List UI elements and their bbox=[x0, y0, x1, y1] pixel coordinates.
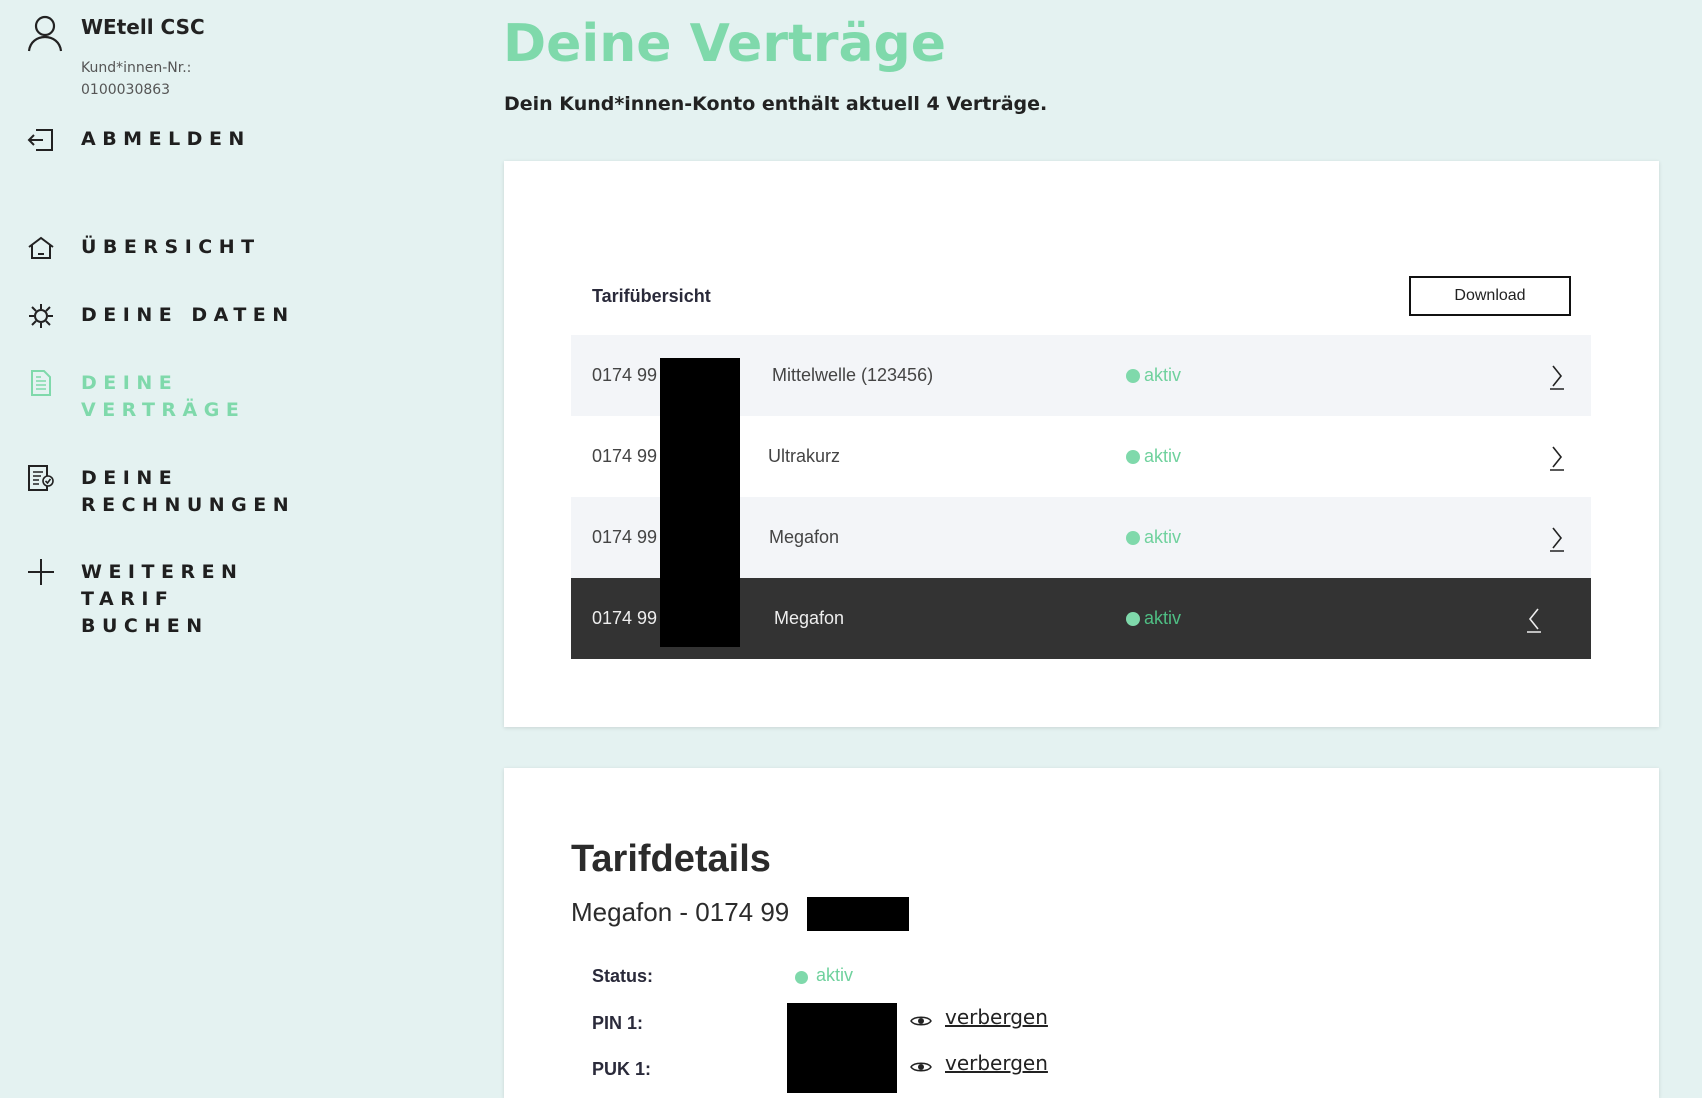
puk-hide-link[interactable]: verbergen bbox=[945, 1051, 1048, 1075]
phone-number: 0174 99 bbox=[592, 608, 658, 628]
eye-icon[interactable] bbox=[910, 1014, 932, 1028]
status-value: aktiv bbox=[816, 965, 854, 985]
chevron-right-icon[interactable] bbox=[1547, 523, 1567, 553]
customer-number: Kund*innen-Nr.: 0100030863 bbox=[81, 57, 191, 101]
status-dot-icon bbox=[1126, 369, 1140, 383]
page-subtitle: Dein Kund*innen-Konto enthält aktuell 4 … bbox=[504, 93, 1048, 115]
label-line: WEITEREN bbox=[81, 561, 244, 583]
tariff-name: Mittelwelle (123456) bbox=[772, 365, 934, 385]
puk-label: PUK 1: bbox=[592, 1059, 652, 1079]
table-row[interactable]: 0174 99 Mittelwelle (123456) aktiv bbox=[571, 335, 1591, 416]
chevron-left-icon[interactable] bbox=[1524, 604, 1544, 634]
phone-number: 0174 99 bbox=[592, 446, 658, 466]
document-icon bbox=[31, 370, 51, 396]
eye-icon[interactable] bbox=[910, 1060, 932, 1074]
status-dot-icon bbox=[1126, 612, 1140, 626]
tariff-details-card: Tarifdetails Megafon - 0174 99 Status: a… bbox=[504, 768, 1659, 1098]
overview-title: Tarifübersicht bbox=[592, 286, 711, 306]
status-badge: aktiv bbox=[1144, 608, 1182, 628]
sidebar-item-label: ÜBERSICHT bbox=[81, 236, 261, 258]
label-line: TARIF bbox=[81, 588, 175, 610]
sidebar-item-label: WEITEREN TARIF BUCHEN bbox=[81, 559, 243, 640]
tariff-name: Megafon bbox=[769, 527, 840, 547]
label-line: VERTRÄGE bbox=[81, 399, 246, 421]
download-button[interactable]: Download bbox=[1409, 276, 1571, 316]
user-name: WEtell CSC bbox=[81, 15, 205, 39]
chevron-right-icon[interactable] bbox=[1547, 442, 1567, 472]
tariff-overview-card: Tarifübersicht Download 0174 99 Mittelwe… bbox=[504, 161, 1659, 727]
home-icon bbox=[28, 236, 54, 259]
page-title: Deine Verträge bbox=[503, 14, 947, 74]
status-label: Status: bbox=[592, 966, 654, 986]
status-dot-icon bbox=[795, 971, 808, 984]
status-badge: aktiv bbox=[1144, 365, 1182, 385]
sidebar-item-label: DEINE RECHNUNGEN bbox=[81, 465, 295, 519]
chevron-right-icon[interactable] bbox=[1547, 361, 1567, 391]
label-line: DEINE bbox=[81, 467, 179, 489]
redaction-block bbox=[787, 1003, 897, 1093]
customer-number-value: 0100030863 bbox=[81, 82, 171, 98]
customer-number-label: Kund*innen-Nr.: bbox=[81, 60, 192, 76]
tariff-name: Ultrakurz bbox=[768, 446, 841, 466]
gear-icon bbox=[29, 304, 53, 328]
details-subtitle: Megafon - 0174 99 bbox=[571, 897, 790, 927]
pin-label: PIN 1: bbox=[592, 1013, 644, 1033]
table-row[interactable]: 0174 99 Megafon aktiv bbox=[571, 497, 1591, 578]
logout-label: ABMELDEN bbox=[81, 128, 251, 150]
table-row[interactable]: 0174 99 Ultrakurz aktiv bbox=[571, 416, 1591, 497]
table-row-selected[interactable]: 0174 99 Megafon aktiv bbox=[571, 578, 1591, 659]
details-title: Tarifdetails bbox=[571, 838, 771, 880]
redaction-block bbox=[660, 358, 740, 647]
status-dot-icon bbox=[1126, 531, 1140, 545]
label-line: BUCHEN bbox=[81, 615, 209, 637]
invoice-check-icon bbox=[28, 465, 54, 491]
redaction-block bbox=[807, 897, 909, 931]
tariff-name: Megafon bbox=[774, 608, 845, 628]
plus-icon bbox=[28, 559, 54, 585]
status-badge: aktiv bbox=[1144, 446, 1182, 466]
sidebar-item-label: DEINE DATEN bbox=[81, 304, 295, 326]
logout-icon bbox=[27, 129, 53, 151]
user-icon bbox=[27, 15, 63, 52]
label-line: RECHNUNGEN bbox=[81, 494, 296, 516]
status-dot-icon bbox=[1126, 450, 1140, 464]
phone-number: 0174 99 bbox=[592, 527, 658, 547]
sidebar-item-label: DEINE VERTRÄGE bbox=[81, 370, 245, 424]
label-line: DEINE bbox=[81, 372, 179, 394]
pin-hide-link[interactable]: verbergen bbox=[945, 1005, 1048, 1029]
phone-number: 0174 99 bbox=[592, 365, 658, 385]
status-badge: aktiv bbox=[1144, 527, 1182, 547]
